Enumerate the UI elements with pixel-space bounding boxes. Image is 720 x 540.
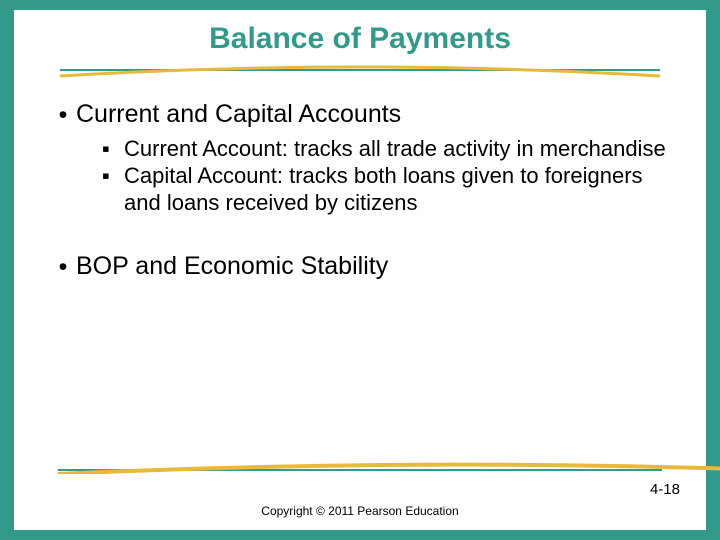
bullet-l1-text: BOP and Economic Stability bbox=[76, 252, 388, 282]
footer-gold-arc bbox=[58, 458, 720, 474]
square-bullet-icon: ▪ bbox=[102, 163, 124, 189]
bullet-l1-text: Current and Capital Accounts bbox=[76, 100, 401, 130]
disc-bullet-icon: • bbox=[50, 252, 76, 282]
underline-gold-arc bbox=[60, 62, 660, 80]
page-number: 4-18 bbox=[650, 481, 680, 498]
slide-card: Balance of Payments • Current and Capita… bbox=[14, 10, 706, 530]
bullet-l2-text: Current Account: tracks all trade activi… bbox=[124, 136, 666, 163]
slide-body: • Current and Capital Accounts ▪ Current… bbox=[14, 74, 706, 282]
bullet-l2-text: Capital Account: tracks both loans given… bbox=[124, 163, 670, 217]
copyright-text: Copyright © 2011 Pearson Education bbox=[14, 504, 706, 518]
bullet-l1: • BOP and Economic Stability bbox=[50, 252, 670, 282]
footer-underline bbox=[58, 462, 662, 474]
title-underline bbox=[60, 64, 660, 74]
sub-bullet-group: ▪ Current Account: tracks all trade acti… bbox=[50, 136, 670, 216]
bullet-l1: • Current and Capital Accounts bbox=[50, 100, 670, 130]
bullet-l2: ▪ Capital Account: tracks both loans giv… bbox=[102, 163, 670, 217]
square-bullet-icon: ▪ bbox=[102, 136, 124, 162]
disc-bullet-icon: • bbox=[50, 100, 76, 130]
bullet-l2: ▪ Current Account: tracks all trade acti… bbox=[102, 136, 670, 163]
slide-title: Balance of Payments bbox=[14, 10, 706, 56]
